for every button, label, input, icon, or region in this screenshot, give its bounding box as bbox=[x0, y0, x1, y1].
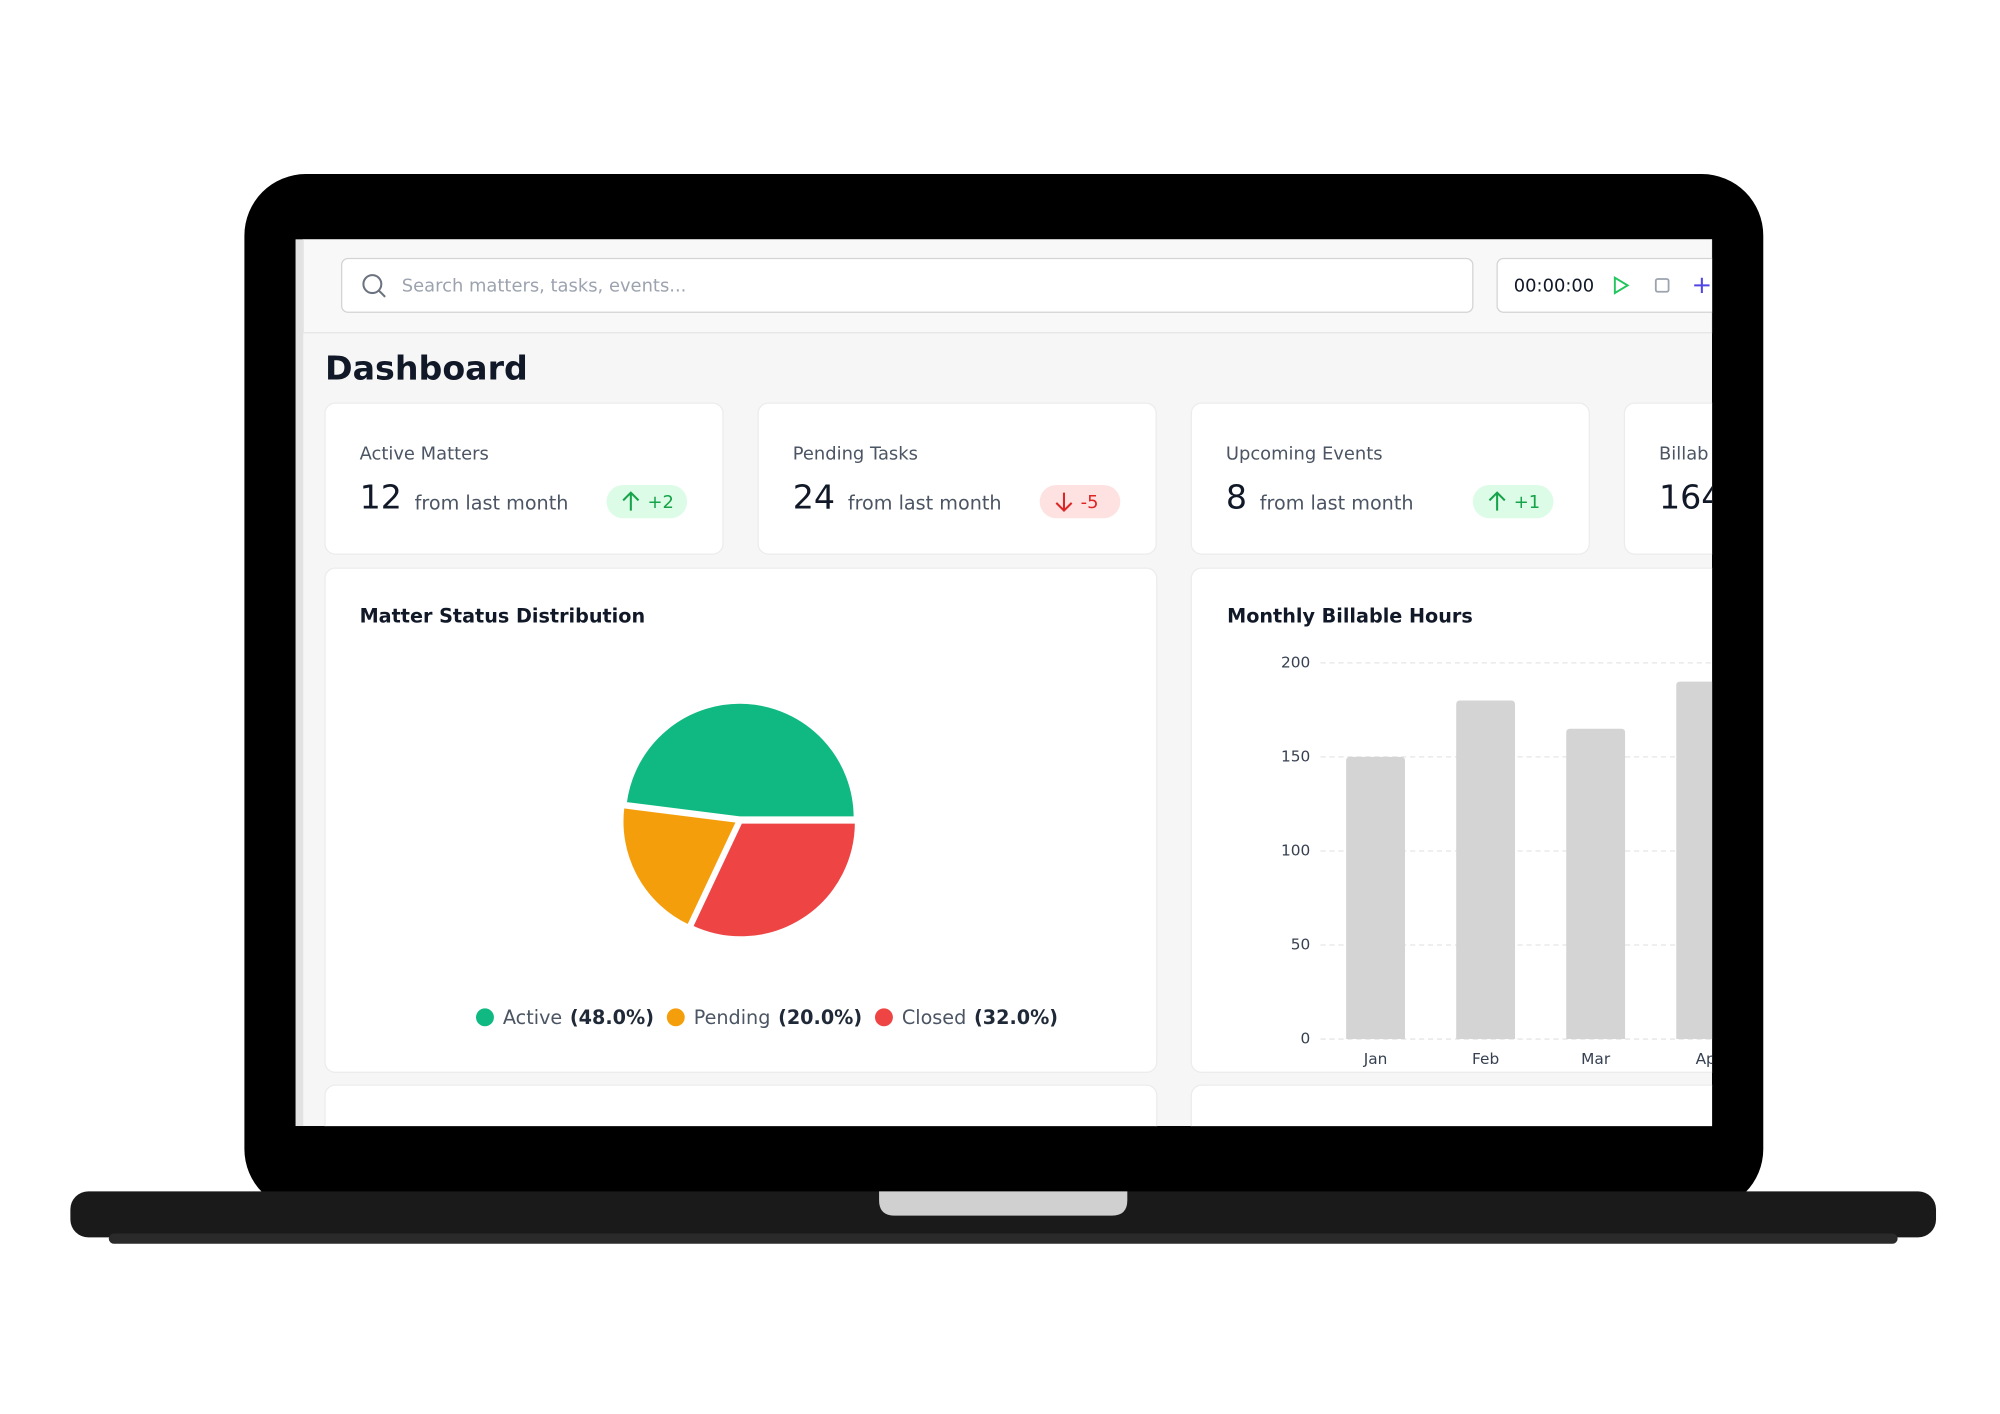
screen: Search matters, tasks, events... 00:00:0… bbox=[295, 239, 1722, 1127]
change-badge bbox=[1039, 484, 1121, 519]
bar-title: Monthly Billable Hours bbox=[1227, 604, 1473, 627]
pie-slice bbox=[620, 805, 740, 928]
change-badge bbox=[1472, 484, 1554, 519]
y-tick-label: 50 bbox=[1291, 936, 1311, 954]
stat-label: Billab bbox=[1659, 443, 1709, 464]
pie-slice bbox=[624, 701, 857, 819]
card bbox=[1190, 1084, 1713, 1127]
change-value: +1 bbox=[1514, 492, 1540, 513]
play-button[interactable] bbox=[1613, 276, 1630, 295]
legend-label: Closed bbox=[902, 1006, 966, 1029]
stat-card bbox=[1623, 402, 1713, 555]
trend-arrow bbox=[622, 491, 640, 511]
pie-slice bbox=[690, 821, 858, 939]
trend-arrow bbox=[1488, 491, 1506, 511]
notch bbox=[879, 1191, 1128, 1216]
y-tick-label: 0 bbox=[1301, 1030, 1311, 1048]
legend-dot bbox=[476, 1008, 494, 1027]
stat-value: 8 bbox=[1226, 478, 1247, 517]
stat-label: Active Matters bbox=[360, 443, 489, 464]
search-icon-handle bbox=[378, 289, 386, 298]
stat-note: from last month bbox=[415, 492, 569, 515]
timer: 00:00:00 bbox=[1514, 276, 1594, 297]
base-foot bbox=[108, 1233, 1898, 1244]
stat-value: 12 bbox=[360, 478, 402, 517]
bar bbox=[1456, 700, 1516, 1040]
stat-card bbox=[1190, 402, 1590, 555]
bar bbox=[1346, 756, 1405, 1040]
y-tick-label: 200 bbox=[1281, 653, 1310, 671]
stat-label: Upcoming Events bbox=[1226, 443, 1383, 464]
stat-value: 164 bbox=[1659, 478, 1722, 517]
page-title: Dashboard bbox=[325, 348, 528, 387]
stat-note: from last month bbox=[1260, 492, 1414, 515]
bar bbox=[1676, 681, 1713, 1040]
stat-value: 24 bbox=[793, 478, 835, 517]
legend-dot bbox=[666, 1008, 685, 1027]
stat-note: from last month bbox=[848, 492, 1002, 515]
search-placeholder: Search matters, tasks, events... bbox=[402, 276, 687, 297]
x-tick-label: Jan bbox=[1363, 1050, 1388, 1068]
legend-value: (48.0%) bbox=[570, 1006, 654, 1029]
card bbox=[324, 1084, 1158, 1127]
y-tick-label: 150 bbox=[1281, 747, 1310, 765]
x-tick-label: Ap bbox=[1696, 1050, 1716, 1068]
trend-arrow bbox=[1055, 492, 1073, 513]
search-icon bbox=[362, 274, 383, 295]
legend-dot bbox=[874, 1008, 893, 1027]
legend-label: Active bbox=[503, 1006, 562, 1029]
timer-box bbox=[1496, 257, 1713, 313]
x-tick-label: Feb bbox=[1472, 1050, 1499, 1068]
y-tick-label: 100 bbox=[1281, 841, 1310, 859]
bar bbox=[1566, 728, 1626, 1040]
legend-value: (32.0%) bbox=[974, 1006, 1058, 1029]
legend-value: (20.0%) bbox=[778, 1006, 862, 1029]
stat-label: Pending Tasks bbox=[793, 443, 918, 464]
legend-label: Pending bbox=[694, 1006, 771, 1029]
search-box[interactable] bbox=[341, 257, 1474, 313]
pie-title: Matter Status Distribution bbox=[360, 604, 646, 627]
change-value: +2 bbox=[647, 492, 673, 513]
change-badge bbox=[606, 484, 688, 519]
stop-button[interactable] bbox=[1654, 278, 1670, 293]
change-value: -5 bbox=[1081, 492, 1099, 513]
add-button[interactable] bbox=[1694, 277, 1710, 294]
sidebar-edge bbox=[295, 239, 304, 1127]
x-tick-label: Mar bbox=[1581, 1050, 1611, 1068]
pie-card bbox=[324, 567, 1158, 1073]
